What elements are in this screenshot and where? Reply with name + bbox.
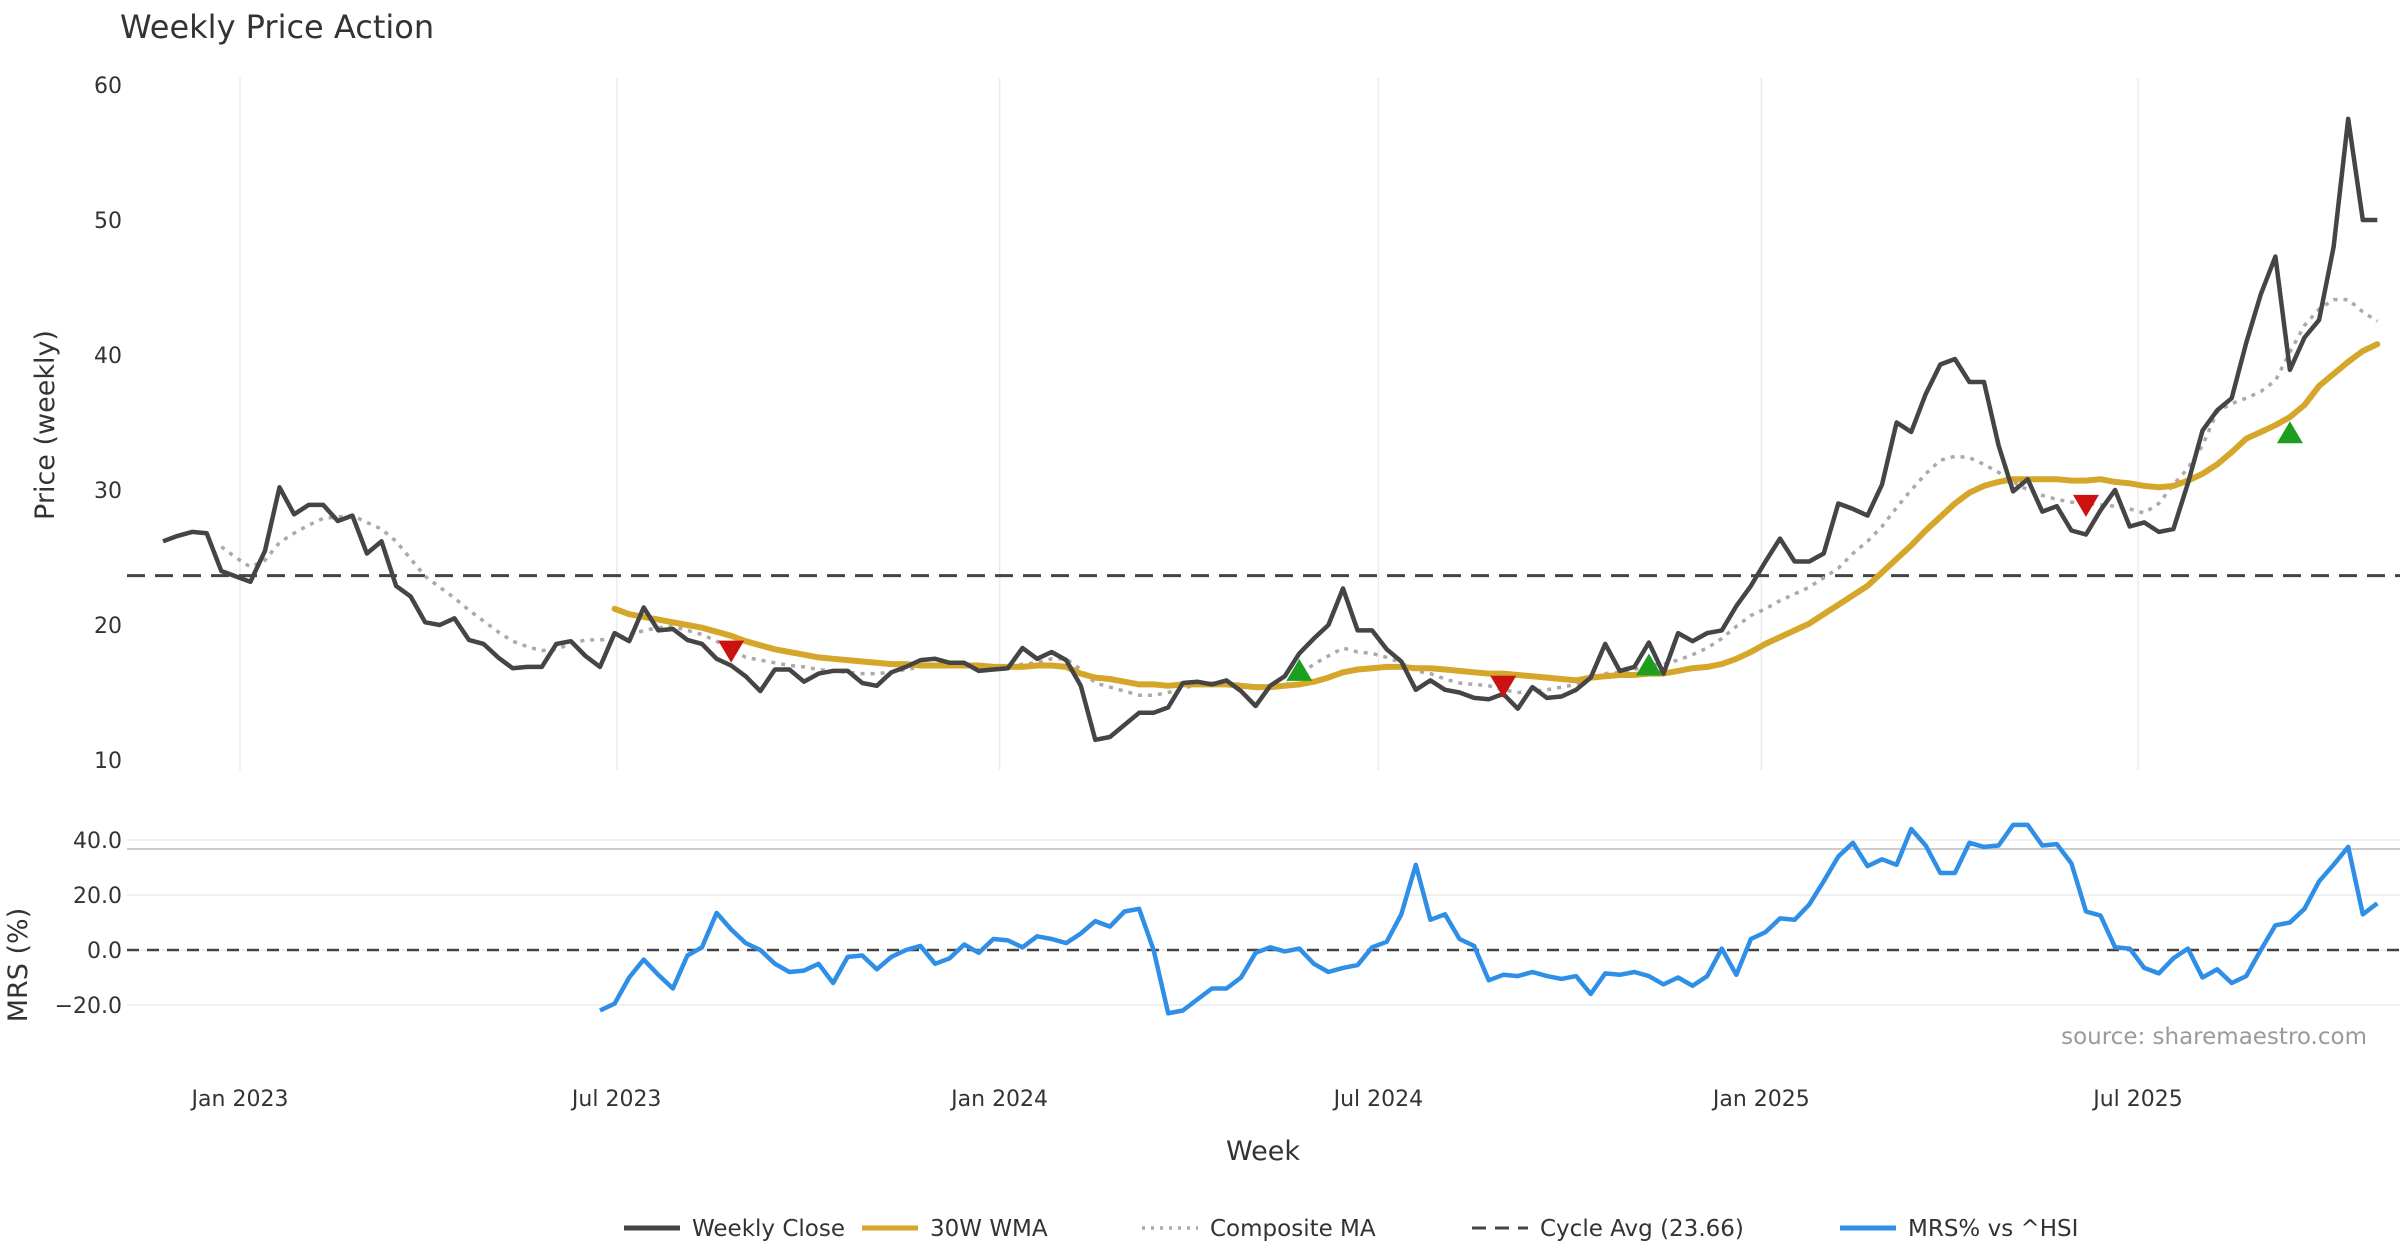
legend-label: Cycle Avg (23.66)	[1540, 1216, 1744, 1242]
mrs-y-tick-label: 0.0	[87, 939, 122, 964]
chart-title: Weekly Price Action	[120, 8, 434, 46]
x-tick-labels: Jan 2023 Jul 2023 Jan 2024 Jul 2024 Jan 2025…	[190, 1087, 2183, 1112]
weekly-close-line	[162, 116, 2378, 743]
mrs-vs-hsi-line	[599, 822, 2379, 1016]
x-tick-label: Jan 2024	[949, 1087, 1048, 1112]
price-y-tick-labels: 10 20 30 40 50 60	[94, 74, 122, 774]
mrs-y-tick-label: 20.0	[73, 884, 122, 909]
x-axis-title: Week	[1226, 1136, 1300, 1167]
price-y-tick-label: 20	[94, 614, 122, 639]
x-tick-label: Jul 2023	[570, 1087, 662, 1112]
sell-signal-marker	[2072, 494, 2099, 517]
buy-signal-marker	[1286, 658, 1313, 681]
price-y-tick-label: 60	[94, 74, 122, 99]
buy-signal-marker	[1635, 653, 1662, 676]
price-y-tick-label: 50	[94, 209, 122, 234]
composite-ma-line	[220, 297, 2379, 697]
source-label: source: sharemaestro.com	[2061, 1024, 2367, 1050]
sell-signal-marker	[718, 640, 745, 663]
legend-label: MRS% vs ^HSI	[1908, 1216, 2078, 1242]
legend: Weekly Close 30W WMA Composite MA Cycle Avg…	[624, 1216, 2078, 1242]
price-panel-gridlines	[239, 78, 2139, 770]
legend-label: Composite MA	[1210, 1216, 1376, 1242]
mrs-y-tick-label: −20.0	[55, 994, 122, 1019]
sell-signal-marker	[1490, 675, 1517, 698]
mrs-panel-gridlines	[127, 839, 2400, 1006]
price-y-tick-label: 30	[94, 479, 122, 504]
x-tick-label: Jan 2025	[1711, 1087, 1810, 1112]
mrs-y-axis-title: MRS (%)	[3, 908, 34, 1023]
mrs-y-tick-labels: −20.0 0.0 20.0 40.0	[55, 829, 122, 1019]
x-tick-label: Jul 2024	[1332, 1087, 1424, 1112]
wma-30-line	[611, 341, 2381, 691]
x-tick-label: Jul 2025	[2091, 1087, 2183, 1112]
legend-label: Weekly Close	[692, 1216, 845, 1242]
signal-markers	[718, 421, 2303, 698]
buy-signal-marker	[2276, 421, 2303, 444]
price-y-tick-label: 40	[94, 344, 122, 369]
x-tick-label: Jan 2023	[190, 1087, 289, 1112]
price-y-axis-title: Price (weekly)	[30, 330, 61, 520]
mrs-y-tick-label: 40.0	[73, 829, 122, 854]
legend-label: 30W WMA	[930, 1216, 1048, 1242]
price-y-tick-label: 10	[94, 749, 122, 774]
